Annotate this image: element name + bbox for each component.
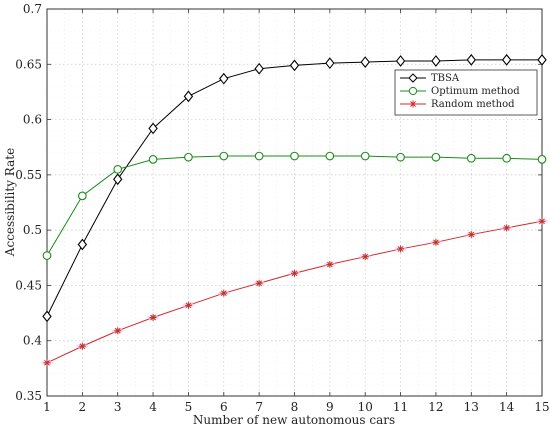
data-point-random-method bbox=[147, 313, 160, 321]
data-point-optimum-method bbox=[78, 191, 87, 201]
axes: 1 2 3 4 5 6 7 8 9 10 11 12 13 14 150.350.40.450.50.550… bbox=[15, 2, 549, 414]
legend-marker-random bbox=[409, 100, 417, 108]
data-point-tbsa bbox=[148, 122, 158, 135]
data-point-optimum-method bbox=[325, 151, 335, 161]
data-point-tbsa bbox=[466, 53, 476, 66]
y-tick-label: 0.35 bbox=[15, 389, 42, 403]
x-tick-label: 8 bbox=[291, 400, 299, 414]
y-axis-title: Accessibility Rate bbox=[3, 148, 17, 257]
x-tick-label: 9 bbox=[326, 400, 334, 414]
data-point-optimum-method bbox=[113, 164, 123, 174]
data-point-tbsa bbox=[537, 53, 547, 66]
data-point-optimum-method bbox=[502, 153, 511, 163]
y-tick-label: 0.55 bbox=[15, 168, 42, 182]
data-point-tbsa bbox=[113, 173, 123, 186]
data-point-tbsa bbox=[183, 90, 194, 103]
data-point-random-method bbox=[76, 342, 89, 350]
data-point-tbsa bbox=[42, 310, 52, 323]
legend-label-optimum: Optimum method bbox=[431, 86, 520, 97]
series-tbsa bbox=[42, 53, 547, 323]
x-tick-label: 3 bbox=[114, 400, 122, 414]
series-optimum-method bbox=[42, 151, 547, 260]
y-tick-label: 0.7 bbox=[23, 2, 42, 16]
data-point-tbsa bbox=[219, 72, 229, 85]
y-tick-label: 0.6 bbox=[23, 113, 42, 127]
data-point-random-method bbox=[217, 289, 230, 297]
legend-marker-tbsa bbox=[408, 73, 418, 83]
data-point-tbsa bbox=[395, 55, 406, 67]
y-tick-label: 0.4 bbox=[23, 334, 42, 348]
legend-marker-optimum bbox=[408, 86, 418, 96]
x-tick-label: 12 bbox=[428, 400, 443, 414]
legend-label-random: Random method bbox=[431, 99, 515, 110]
series-random-method bbox=[41, 217, 548, 367]
data-point-tbsa bbox=[501, 53, 512, 66]
data-point-tbsa bbox=[289, 59, 300, 72]
data-point-optimum-method bbox=[466, 153, 476, 163]
x-tick-label: 2 bbox=[79, 400, 87, 414]
data-point-random-method bbox=[41, 359, 53, 367]
data-point-optimum-method bbox=[219, 151, 229, 161]
data-point-random-method bbox=[288, 269, 301, 277]
data-point-optimum-method bbox=[184, 152, 193, 162]
data-point-optimum-method bbox=[396, 152, 405, 162]
data-point-optimum-method bbox=[290, 151, 299, 161]
x-tick-label: 6 bbox=[220, 400, 228, 414]
x-tick-label: 5 bbox=[185, 400, 193, 414]
data-point-tbsa bbox=[431, 55, 441, 67]
x-tick-label: 4 bbox=[149, 400, 157, 414]
data-point-random-method bbox=[359, 253, 372, 261]
x-tick-label: 1 bbox=[43, 400, 51, 414]
data-point-random-method bbox=[465, 231, 478, 239]
x-tick-label: 15 bbox=[534, 400, 549, 414]
data-point-random-method bbox=[111, 327, 124, 335]
data-point-optimum-method bbox=[431, 152, 441, 162]
data-point-random-method bbox=[500, 224, 513, 232]
x-tick-label: 7 bbox=[255, 400, 263, 414]
x-axis-title: Number of new autonomous cars bbox=[193, 413, 395, 427]
y-tick-label: 0.65 bbox=[15, 57, 42, 71]
x-tick-label: 10 bbox=[358, 400, 373, 414]
data-point-random-method bbox=[429, 238, 442, 246]
data-point-random-method bbox=[323, 260, 336, 268]
data-point-optimum-method bbox=[254, 151, 264, 161]
data-point-tbsa bbox=[254, 62, 264, 75]
x-tick-label: 13 bbox=[464, 400, 479, 414]
y-tick-label: 0.5 bbox=[23, 223, 42, 237]
data-point-tbsa bbox=[325, 57, 335, 70]
data-point-tbsa bbox=[77, 238, 88, 251]
data-point-optimum-method bbox=[42, 251, 52, 260]
data-point-random-method bbox=[394, 245, 407, 253]
series bbox=[41, 53, 548, 367]
x-tick-label: 14 bbox=[499, 400, 515, 414]
x-tick-label: 11 bbox=[393, 400, 408, 414]
data-point-optimum-method bbox=[148, 155, 158, 164]
data-point-random-method bbox=[182, 301, 195, 309]
data-point-random-method bbox=[253, 279, 266, 287]
data-point-tbsa bbox=[360, 56, 370, 68]
legend-label-tbsa: TBSA bbox=[431, 73, 460, 84]
data-point-random-method bbox=[536, 217, 548, 225]
legend: TBSA Optimum method Random method bbox=[394, 69, 538, 116]
y-tick-label: 0.45 bbox=[15, 278, 42, 292]
data-point-optimum-method bbox=[360, 151, 370, 161]
data-point-optimum-method bbox=[537, 155, 547, 164]
